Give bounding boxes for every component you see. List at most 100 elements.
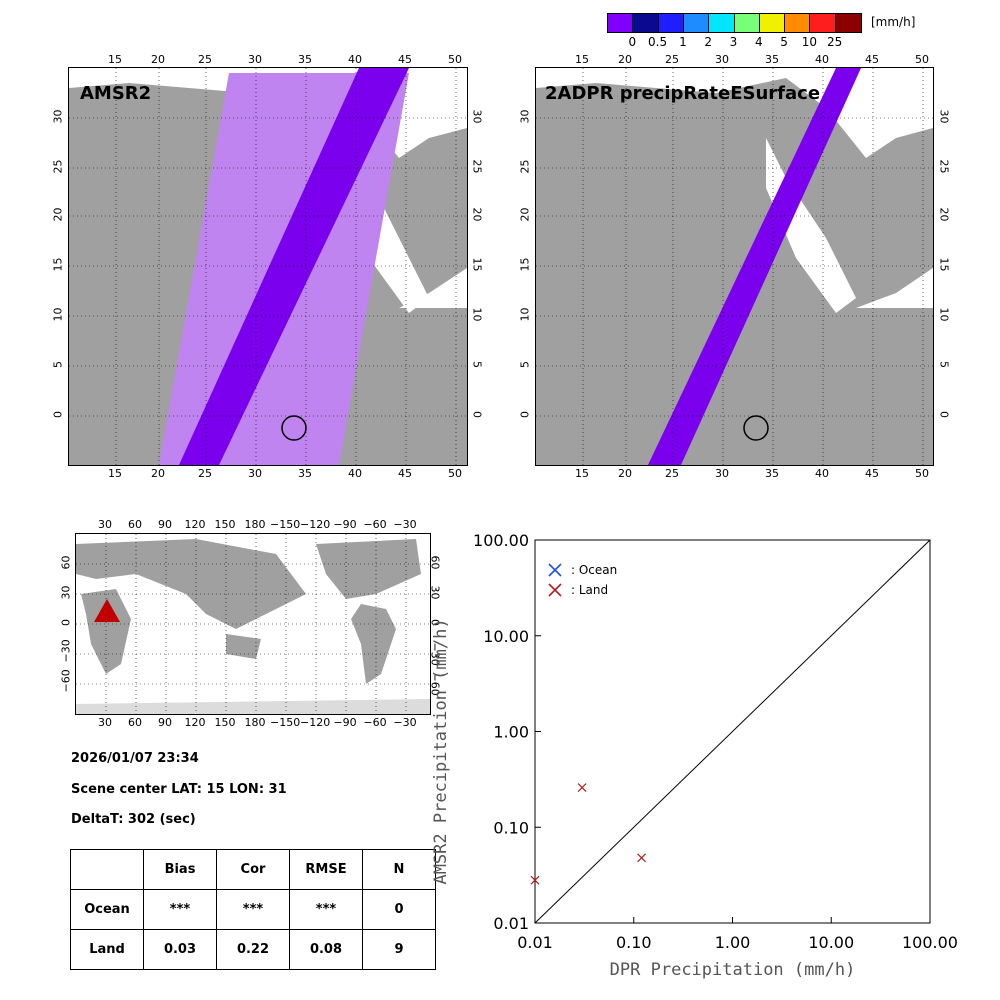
map-lon-tick-label: 35	[298, 53, 312, 66]
x-tick-label: 10.00	[808, 933, 854, 952]
map-lat-tick-label: 10	[518, 307, 532, 322]
dpr-map-graphic	[536, 68, 933, 465]
n-value: 9	[362, 929, 436, 970]
world-map-tick-label: 180	[244, 518, 266, 531]
map-lat-tick-label: 20	[51, 207, 65, 222]
y-tick-label: 10.00	[483, 627, 529, 646]
y-tick-label: 1.00	[493, 723, 529, 742]
world-map-tick-label: −120	[300, 716, 331, 729]
map-lat-tick-label: 0	[937, 411, 951, 418]
amsr2-title: AMSR2	[80, 83, 152, 104]
map-lat-tick-label: 10	[470, 307, 484, 322]
stats-header-cell	[70, 849, 144, 890]
map-lon-tick-label: 15	[575, 467, 589, 480]
map-lat-tick-label: 15	[937, 257, 951, 272]
map-lon-tick-label: 45	[865, 467, 879, 480]
map-lon-tick-label: 25	[665, 53, 679, 66]
rmse-value: 0.08	[289, 929, 363, 970]
map-lon-tick-label: 20	[618, 53, 632, 66]
world-map-tick-label: 60	[59, 555, 73, 570]
colorbar-swatch	[834, 13, 862, 33]
stats-header-cell: Cor	[216, 849, 290, 890]
world-map-tick-label: 30	[98, 716, 112, 729]
y-tick-label: 0.10	[493, 818, 529, 837]
world-map-tick-label: 90	[158, 518, 172, 531]
amsr2-map-graphic	[69, 68, 467, 465]
map-lon-tick-label: 25	[665, 467, 679, 480]
map-lon-tick-label: 50	[915, 53, 929, 66]
x-tick-label: 100.00	[902, 933, 958, 952]
colorbar-label: 3	[729, 35, 738, 49]
map-lat-tick-label: 25	[51, 159, 65, 174]
map-lat-tick-label: 0	[518, 411, 532, 418]
dpr-title: 2ADPR precipRateESurface	[545, 83, 821, 104]
world-map-tick-label: −60	[363, 716, 387, 729]
map-lon-tick-label: 40	[348, 53, 362, 66]
y-tick-label: 100.00	[473, 531, 529, 550]
colorbar-swatch	[758, 13, 787, 33]
map-lon-tick-label: 50	[448, 467, 462, 480]
world-map-tick-label: 30	[98, 518, 112, 531]
data-point	[637, 853, 646, 863]
data-point	[530, 875, 540, 885]
world-map-tick-label: −30	[59, 639, 73, 663]
map-lat-tick-label: 5	[51, 361, 65, 368]
map-lon-tick-label: 30	[248, 53, 262, 66]
cor-value: 0.22	[216, 929, 290, 970]
colorbar-label: 25	[827, 35, 843, 49]
rmse-value: ***	[289, 889, 363, 930]
map-lon-tick-label: 15	[108, 467, 122, 480]
map-lat-tick-label: 30	[470, 109, 484, 124]
world-map-tick-label: −30	[393, 518, 417, 531]
map-lat-tick-label: 5	[937, 361, 951, 368]
colorbar-swatch	[657, 13, 685, 33]
colorbar-label: 5	[780, 35, 788, 49]
stats-header-cell: N	[362, 849, 436, 890]
world-map-tick-label: 30	[59, 585, 73, 600]
world-map-tick-label: 120	[184, 518, 206, 531]
world-map-tick-label: 60	[128, 716, 142, 729]
world-map-tick-label: −150	[270, 716, 301, 729]
world-map-graphic	[76, 534, 430, 714]
colorbar-swatch	[632, 13, 660, 33]
world-map-tick-label: 150	[214, 518, 236, 531]
y-tick-label: 0.01	[493, 914, 529, 933]
world-map-tick-label: 0	[59, 619, 73, 626]
colorbar-swatch	[784, 13, 812, 33]
map-lon-tick-label: 30	[248, 467, 262, 480]
colorbar-swatch	[708, 13, 736, 33]
stats-row-ocean: Ocean *** *** *** 0	[70, 889, 436, 930]
map-lat-tick-label: 30	[51, 109, 65, 124]
map-lon-tick-label: 30	[715, 467, 729, 480]
colorbar-swatch	[733, 13, 761, 33]
map-lat-tick-label: 20	[937, 207, 951, 222]
map-lat-tick-label: 20	[518, 207, 532, 222]
map-lon-tick-label: 25	[198, 53, 212, 66]
one-to-one-line	[534, 539, 931, 924]
map-lat-tick-label: 15	[51, 257, 65, 272]
colorbar-label: 0	[628, 35, 637, 49]
row-label: Land	[70, 929, 144, 970]
bias-value: ***	[143, 889, 217, 930]
map-lon-tick-label: 20	[151, 53, 165, 66]
world-map-tick-label: −90	[333, 518, 357, 531]
map-lat-tick-label: 10	[51, 307, 65, 322]
world-map-tick-label: −90	[333, 716, 357, 729]
colorbar-label: 0.5	[648, 35, 668, 49]
x-axis-title: DPR Precipitation (mm/h)	[610, 960, 856, 980]
map-lon-tick-label: 15	[575, 53, 589, 66]
world-map-tick-label: 120	[184, 716, 206, 729]
map-lon-tick-label: 45	[865, 53, 879, 66]
map-lon-tick-label: 40	[815, 53, 829, 66]
map-lat-tick-label: 5	[470, 361, 484, 368]
stats-header-row: Bias Cor RMSE N	[70, 849, 436, 890]
map-lon-tick-label: 40	[348, 467, 362, 480]
legend-marker	[548, 563, 562, 577]
map-lat-tick-label: 15	[518, 257, 532, 272]
world-map-tick-label: −120	[300, 518, 331, 531]
colorbar-label: 4	[754, 35, 763, 49]
world-map-tick-label: 150	[214, 716, 236, 729]
map-lat-tick-label: 30	[518, 109, 532, 124]
colorbar-label: 2	[704, 35, 712, 49]
x-tick-label: 1.00	[715, 933, 751, 952]
